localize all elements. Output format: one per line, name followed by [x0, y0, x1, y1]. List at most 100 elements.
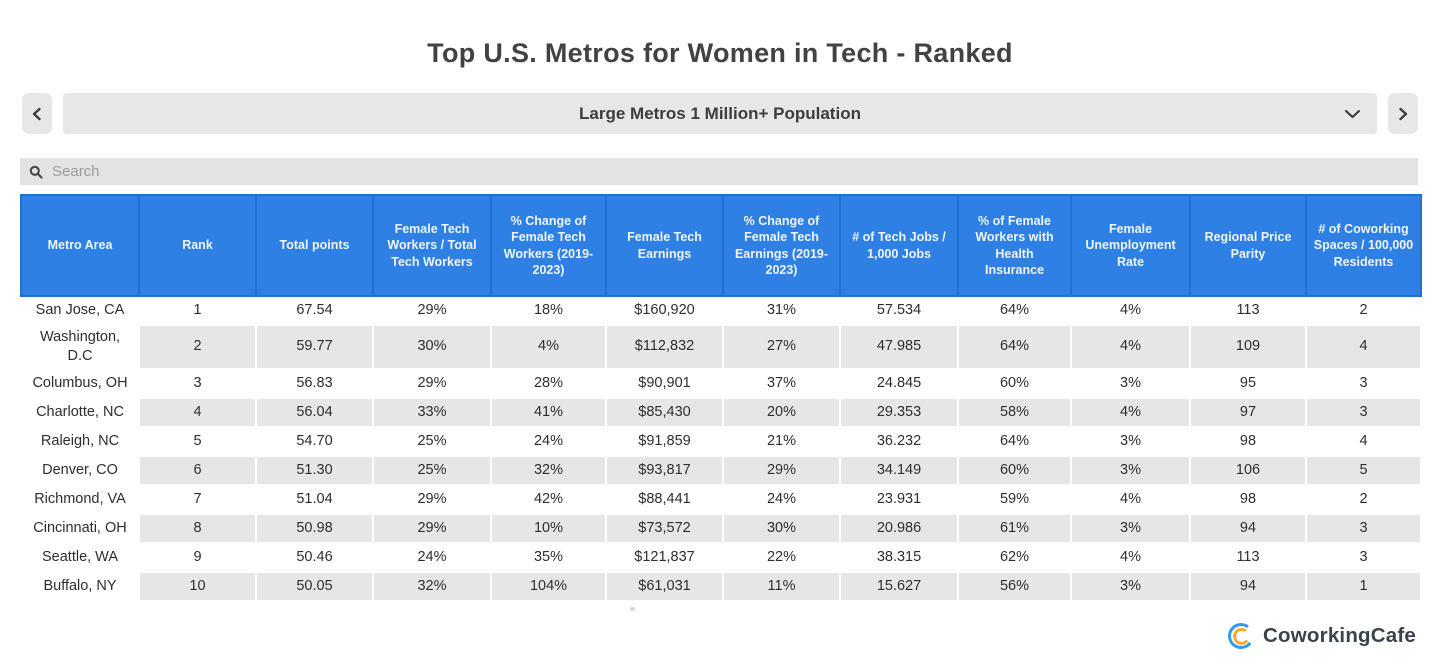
table-row: Columbus, OH 3 56.83 29% 28% $90,901 37% 24.845…: [20, 367, 1422, 399]
value-cell: 56.04: [255, 396, 374, 428]
table-row: Raleigh, NC 5 54.70 25% 24% $91,859 21% 36.232 6…: [20, 425, 1422, 457]
value-cell: 23.931: [839, 483, 959, 515]
value-cell: 113: [1189, 541, 1307, 573]
value-cell: 18%: [490, 295, 607, 326]
value-cell: 98: [1189, 425, 1307, 457]
value-cell: 59.77: [255, 324, 374, 370]
value-cell: 33%: [372, 396, 492, 428]
search-bar[interactable]: [20, 158, 1418, 185]
value-cell: 47.985: [839, 324, 959, 370]
value-cell: 2: [1305, 295, 1422, 326]
footer: CoworkingCafe: [0, 621, 1416, 651]
value-cell: 97: [1189, 396, 1307, 428]
value-cell: $73,572: [605, 512, 724, 544]
value-cell: 29.353: [839, 396, 959, 428]
value-cell: 37%: [722, 367, 841, 399]
value-cell: 29%: [372, 483, 492, 515]
value-cell: 4%: [1070, 295, 1191, 326]
column-header: Metro Area: [20, 194, 140, 297]
value-cell: 3%: [1070, 367, 1191, 399]
value-cell: 20.986: [839, 512, 959, 544]
value-cell: 36.232: [839, 425, 959, 457]
value-cell: 41%: [490, 396, 607, 428]
table-row: Buffalo, NY 10 50.05 32% 104% $61,031 11% 15.62…: [20, 570, 1422, 602]
column-header: % Change of Female Tech Earnings (2019-2…: [722, 194, 841, 297]
value-cell: 3: [1305, 512, 1422, 544]
table-row: Cincinnati, OH 8 50.98 29% 10% $73,572 30% 20.9…: [20, 512, 1422, 544]
page-title: Top U.S. Metros for Women in Tech - Rank…: [427, 38, 1013, 68]
value-cell: 4: [1305, 425, 1422, 457]
value-cell: 22%: [722, 541, 841, 573]
value-cell: 21%: [722, 425, 841, 457]
value-cell: 38.315: [839, 541, 959, 573]
value-cell: $93,817: [605, 454, 724, 486]
brand-name: CoworkingCafe: [1263, 623, 1416, 647]
column-header: Regional Price Parity: [1189, 194, 1307, 297]
value-cell: 4%: [1070, 483, 1191, 515]
value-cell: 54.70: [255, 425, 374, 457]
value-cell: 30%: [722, 512, 841, 544]
value-cell: 60%: [957, 367, 1072, 399]
value-cell: 7: [138, 483, 257, 515]
column-header: # of Coworking Spaces / 100,000 Resident…: [1305, 194, 1422, 297]
value-cell: 4%: [1070, 396, 1191, 428]
value-cell: 94: [1189, 512, 1307, 544]
next-button[interactable]: [1388, 93, 1418, 134]
value-cell: 98: [1189, 483, 1307, 515]
table-row: Seattle, WA 9 50.46 24% 35% $121,837 22% 38.315…: [20, 541, 1422, 573]
search-icon: [29, 165, 43, 179]
value-cell: 28%: [490, 367, 607, 399]
value-cell: 59%: [957, 483, 1072, 515]
column-header: # of Tech Jobs / 1,000 Jobs: [839, 194, 959, 297]
value-cell: 3: [1305, 367, 1422, 399]
value-cell: 94: [1189, 570, 1307, 602]
value-cell: 25%: [372, 454, 492, 486]
value-cell: 3%: [1070, 425, 1191, 457]
search-input[interactable]: [50, 162, 1409, 181]
value-cell: 10%: [490, 512, 607, 544]
value-cell: $91,859: [605, 425, 724, 457]
value-cell: 95: [1189, 367, 1307, 399]
chevron-left-icon: [32, 107, 41, 120]
value-cell: 2: [1305, 483, 1422, 515]
category-nav: Large Metros 1 Million+ Population: [22, 93, 1418, 134]
value-cell: 3%: [1070, 512, 1191, 544]
value-cell: 11%: [722, 570, 841, 602]
value-cell: 25%: [372, 425, 492, 457]
value-cell: 113: [1189, 295, 1307, 326]
metro-cell: Cincinnati, OH: [20, 512, 140, 544]
table-row: Richmond, VA 7 51.04 29% 42% $88,441 24% 23.931…: [20, 483, 1422, 515]
value-cell: 58%: [957, 396, 1072, 428]
table-row: Charlotte, NC 4 56.04 33% 41% $85,430 20% 29.35…: [20, 396, 1422, 428]
value-cell: 51.04: [255, 483, 374, 515]
value-cell: 24.845: [839, 367, 959, 399]
value-cell: 27%: [722, 324, 841, 370]
prev-button[interactable]: [22, 93, 52, 134]
value-cell: 106: [1189, 454, 1307, 486]
value-cell: 50.05: [255, 570, 374, 602]
value-cell: 24%: [722, 483, 841, 515]
value-cell: 29%: [722, 454, 841, 486]
value-cell: 29%: [372, 295, 492, 326]
table-header: Metro Area Rank Total points Female Tech Wo…: [20, 194, 1422, 297]
value-cell: 50.46: [255, 541, 374, 573]
value-cell: $85,430: [605, 396, 724, 428]
value-cell: 4: [138, 396, 257, 428]
value-cell: $61,031: [605, 570, 724, 602]
value-cell: 42%: [490, 483, 607, 515]
metro-cell: Charlotte, NC: [20, 396, 140, 428]
value-cell: $121,837: [605, 541, 724, 573]
value-cell: 109: [1189, 324, 1307, 370]
value-cell: 104%: [490, 570, 607, 602]
value-cell: 24%: [372, 541, 492, 573]
value-cell: 24%: [490, 425, 607, 457]
value-cell: 60%: [957, 454, 1072, 486]
category-dropdown[interactable]: Large Metros 1 Million+ Population: [63, 93, 1377, 134]
value-cell: $160,920: [605, 295, 724, 326]
value-cell: 32%: [490, 454, 607, 486]
column-header: Female Unemployment Rate: [1070, 194, 1191, 297]
value-cell: $88,441: [605, 483, 724, 515]
value-cell: 35%: [490, 541, 607, 573]
value-cell: 29%: [372, 512, 492, 544]
value-cell: 6: [138, 454, 257, 486]
